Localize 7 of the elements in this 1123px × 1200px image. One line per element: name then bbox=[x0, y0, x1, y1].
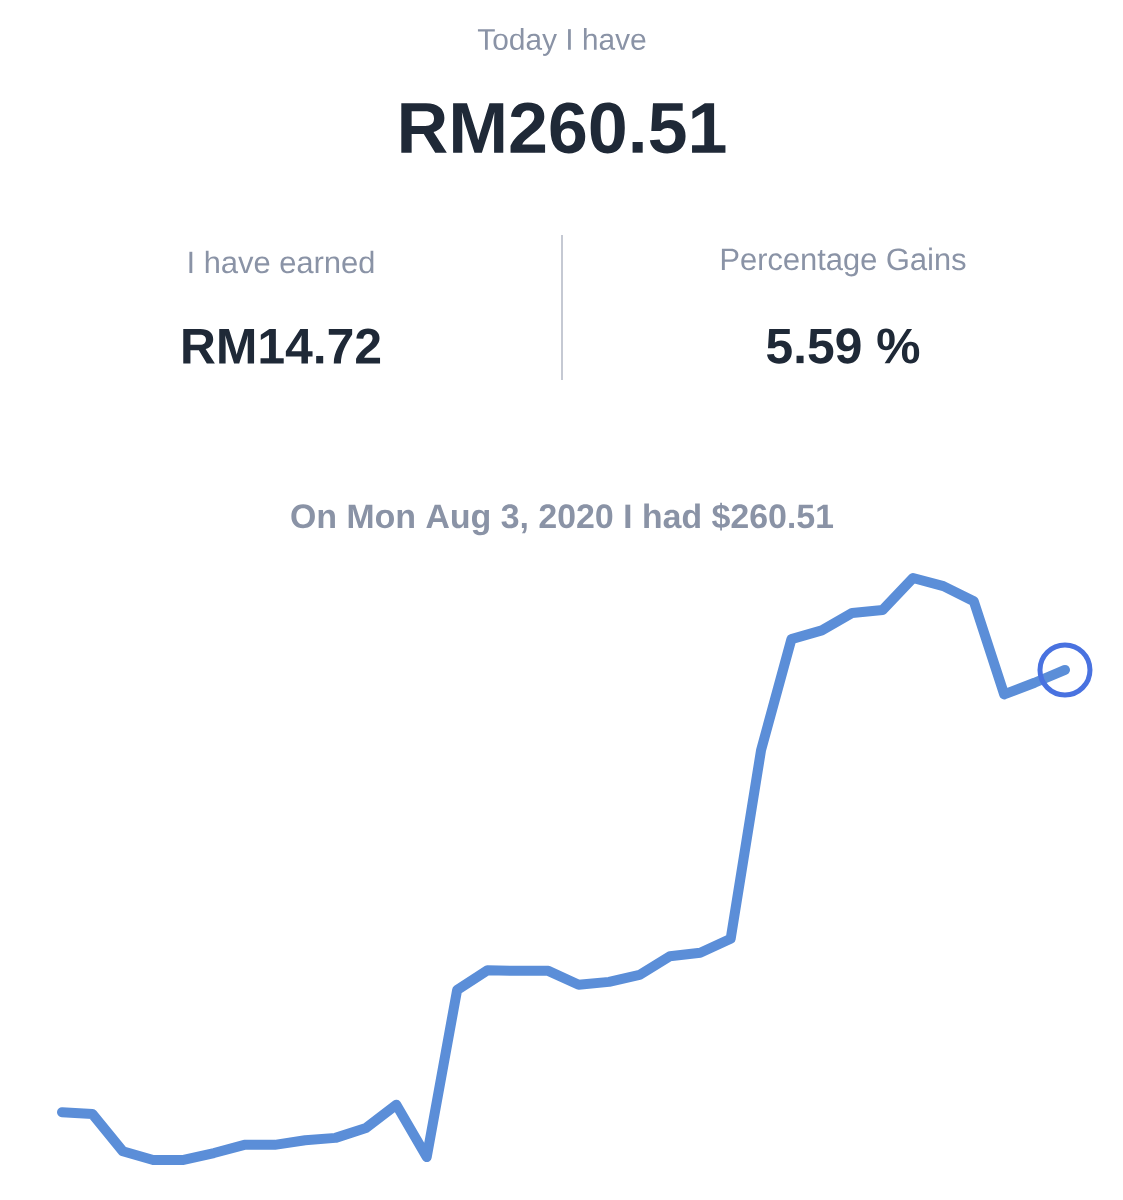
text: RM260.51 bbox=[401, 102, 726, 154]
text: 5.59 % bbox=[766, 328, 920, 364]
text: Today I have bbox=[477, 28, 646, 56]
chart-title: On Mon Aug 3, 2020 I had $260.51 bbox=[291, 502, 834, 536]
text: Percentage Gains bbox=[721, 247, 966, 277]
text: RM14.72 bbox=[183, 328, 381, 364]
text: I have earned bbox=[189, 250, 374, 274]
